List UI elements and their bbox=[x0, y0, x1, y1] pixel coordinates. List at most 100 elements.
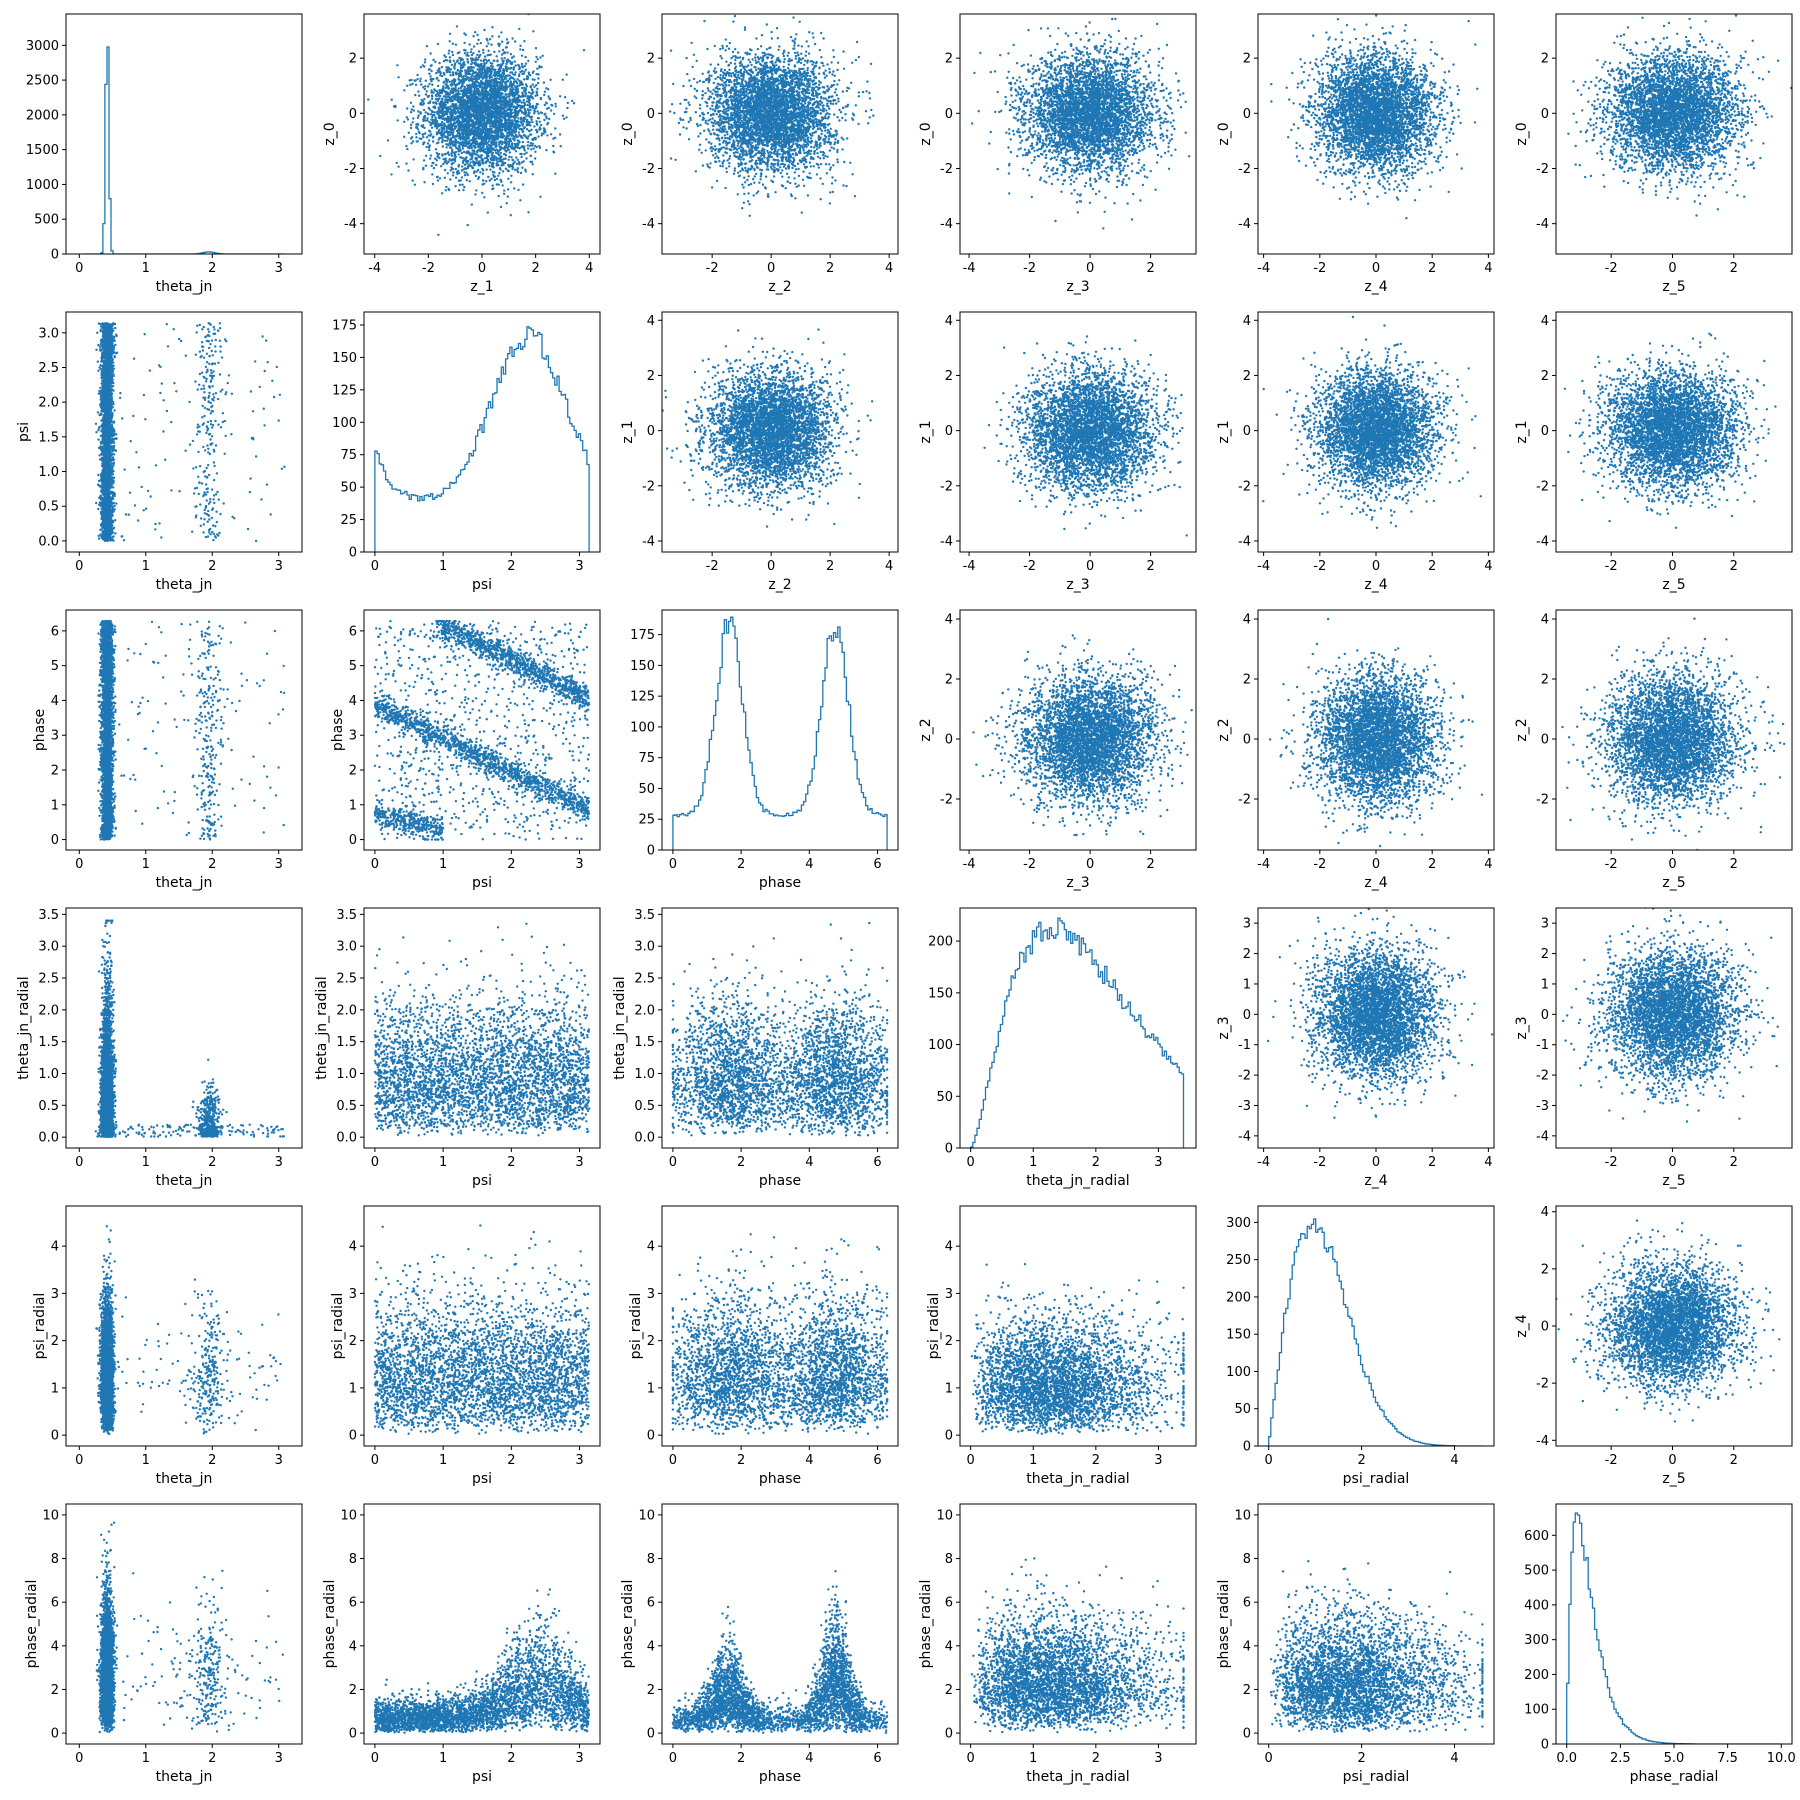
scatter-point bbox=[454, 90, 456, 92]
scatter-point bbox=[424, 61, 426, 63]
scatter-point bbox=[430, 64, 432, 66]
scatter-point bbox=[504, 157, 506, 159]
scatter-point bbox=[536, 90, 538, 92]
scatter-point bbox=[464, 72, 466, 74]
scatter-point bbox=[387, 139, 389, 141]
scatter-point bbox=[450, 91, 452, 93]
scatter-point bbox=[448, 71, 450, 73]
scatter-point bbox=[428, 83, 430, 85]
scatter-point bbox=[431, 84, 433, 86]
scatter-point bbox=[519, 100, 521, 102]
scatter-point bbox=[397, 119, 399, 121]
scatter-point bbox=[485, 80, 487, 82]
scatter-point bbox=[490, 150, 492, 152]
scatter-point bbox=[511, 37, 513, 39]
scatter-point bbox=[500, 155, 502, 157]
scatter-point bbox=[476, 157, 478, 159]
scatter-point bbox=[483, 64, 485, 66]
scatter-point bbox=[514, 60, 516, 62]
scatter-point bbox=[526, 100, 528, 102]
scatter-point bbox=[521, 87, 523, 89]
scatter-point bbox=[506, 202, 508, 204]
scatter-point bbox=[440, 72, 442, 74]
scatter-point bbox=[532, 83, 534, 85]
scatter-point bbox=[466, 88, 468, 90]
scatter-point bbox=[494, 132, 496, 134]
scatter-point bbox=[473, 85, 475, 87]
scatter-point bbox=[528, 112, 530, 114]
scatter-point bbox=[478, 56, 480, 58]
scatter-point bbox=[472, 104, 474, 106]
scatter-point bbox=[500, 118, 502, 120]
scatter-point bbox=[517, 139, 519, 141]
scatter-point bbox=[440, 165, 442, 167]
scatter-point bbox=[511, 123, 513, 125]
scatter-point bbox=[410, 142, 412, 144]
scatter-point bbox=[486, 146, 488, 148]
scatter-point bbox=[826, 172, 828, 174]
scatter-point bbox=[466, 52, 468, 54]
scatter-point bbox=[477, 154, 479, 156]
scatter-point bbox=[482, 78, 484, 80]
scatter-point bbox=[513, 138, 515, 140]
y-tick-label: 1500 bbox=[26, 143, 59, 158]
scatter-point bbox=[490, 158, 492, 160]
scatter-point bbox=[536, 131, 538, 133]
scatter-point bbox=[490, 79, 492, 81]
scatter-point bbox=[450, 109, 452, 111]
scatter-point bbox=[455, 141, 457, 143]
scatter-point bbox=[777, 37, 779, 39]
scatter-point bbox=[488, 70, 490, 72]
scatter-point bbox=[535, 56, 537, 58]
scatter-point bbox=[441, 128, 443, 130]
scatter-point bbox=[486, 100, 488, 102]
scatter-point bbox=[483, 106, 485, 108]
scatter-point bbox=[517, 136, 519, 138]
scatter-point bbox=[489, 108, 491, 110]
scatter-point bbox=[688, 104, 690, 106]
scatter-point bbox=[485, 89, 487, 91]
scatter-point bbox=[517, 159, 519, 161]
scatter-point bbox=[507, 178, 509, 180]
scatter-point bbox=[435, 72, 437, 74]
scatter-point bbox=[414, 184, 416, 186]
scatter-point bbox=[490, 54, 492, 56]
scatter-point bbox=[462, 114, 464, 116]
scatter-point bbox=[464, 124, 466, 126]
scatter-point bbox=[425, 111, 427, 113]
scatter-point bbox=[832, 191, 834, 193]
scatter-point bbox=[492, 184, 494, 186]
scatter-point bbox=[487, 122, 489, 124]
scatter-point bbox=[518, 84, 520, 86]
scatter-point bbox=[462, 81, 464, 83]
scatter-point bbox=[479, 86, 481, 88]
scatter-point bbox=[482, 149, 484, 151]
scatter-point bbox=[396, 64, 398, 66]
scatter-point bbox=[722, 105, 724, 107]
scatter-point bbox=[510, 214, 512, 216]
scatter-point bbox=[737, 172, 739, 174]
scatter-point bbox=[424, 88, 426, 90]
scatter-point bbox=[497, 75, 499, 77]
scatter-point bbox=[461, 184, 463, 186]
scatter-point bbox=[437, 79, 439, 81]
scatter-point bbox=[445, 153, 447, 155]
scatter-point bbox=[452, 71, 454, 73]
scatter-point bbox=[473, 66, 475, 68]
scatter-point bbox=[481, 73, 483, 75]
scatter-point bbox=[511, 84, 513, 86]
scatter-point bbox=[516, 93, 518, 95]
scatter-point bbox=[432, 114, 434, 116]
scatter-point bbox=[510, 116, 512, 118]
scatter-point bbox=[519, 71, 521, 73]
scatter-point bbox=[420, 125, 422, 127]
x-tick-label: 2 bbox=[531, 261, 539, 276]
scatter-point bbox=[490, 122, 492, 124]
scatter-point bbox=[536, 88, 538, 90]
scatter-point bbox=[437, 179, 439, 181]
scatter-point bbox=[493, 136, 495, 138]
scatter-point bbox=[794, 52, 796, 54]
scatter-point bbox=[502, 107, 504, 109]
scatter-point bbox=[506, 51, 508, 53]
